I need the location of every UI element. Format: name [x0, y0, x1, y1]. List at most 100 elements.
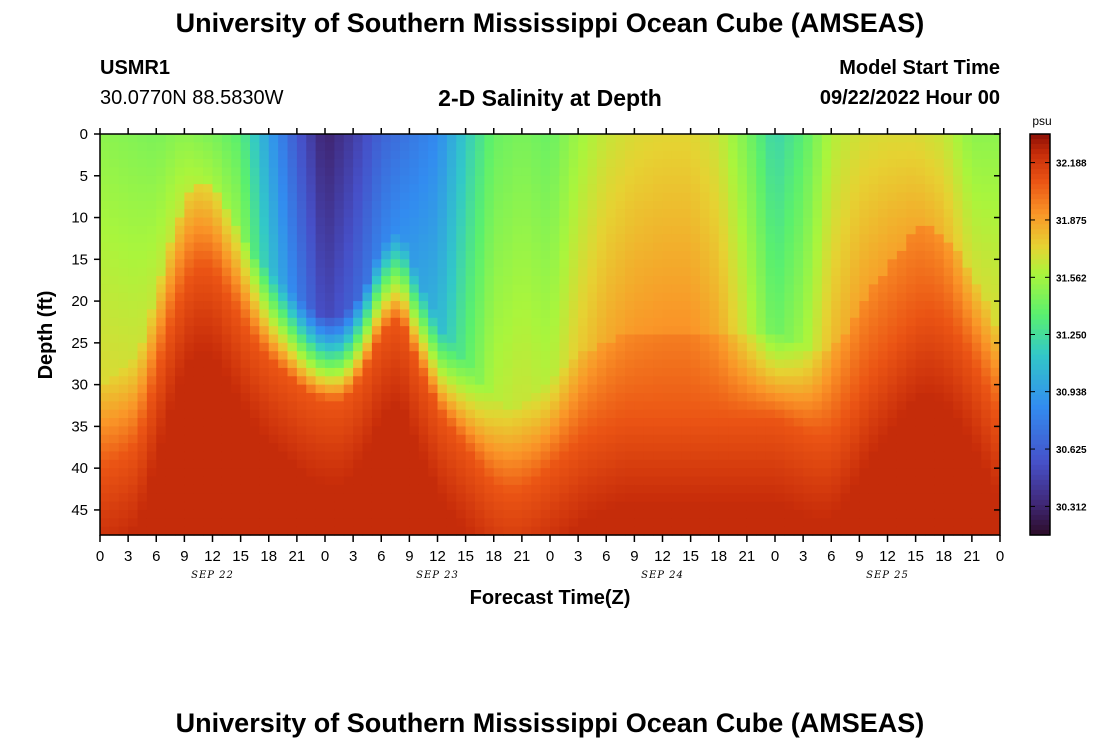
- heatmap-cell: [268, 518, 279, 528]
- heatmap-cell: [446, 493, 457, 503]
- heatmap-cell: [315, 501, 326, 511]
- heatmap-cell: [109, 367, 120, 377]
- heatmap-cell: [334, 276, 345, 285]
- heatmap-cell: [840, 175, 851, 185]
- heatmap-cell: [643, 351, 654, 361]
- heatmap-cell: [793, 434, 804, 444]
- heatmap-cell: [278, 418, 289, 427]
- heatmap-cell: [203, 501, 214, 511]
- heatmap-cell: [887, 484, 898, 494]
- heatmap-cell: [334, 242, 345, 252]
- heatmap-cell: [587, 142, 598, 152]
- heatmap-cell: [221, 392, 232, 402]
- heatmap-cell: [606, 418, 617, 427]
- heatmap-cell: [962, 342, 973, 352]
- heatmap-cell: [221, 351, 232, 361]
- heatmap-cell: [981, 484, 992, 494]
- heatmap-cell: [878, 175, 889, 185]
- heatmap-cell: [887, 493, 898, 503]
- heatmap-cell: [971, 443, 982, 453]
- heatmap-cell: [371, 175, 382, 185]
- heatmap-cell: [625, 142, 635, 152]
- heatmap-cell: [428, 392, 439, 402]
- heatmap-cell: [906, 200, 917, 210]
- heatmap-cell: [765, 167, 776, 177]
- heatmap-cell: [287, 134, 298, 143]
- heatmap-cell: [634, 150, 645, 160]
- heatmap-cell: [925, 259, 935, 269]
- heatmap-cell: [700, 426, 710, 436]
- heatmap-cell: [390, 225, 401, 235]
- heatmap-cell: [803, 234, 814, 244]
- heatmap-cell: [137, 451, 148, 461]
- heatmap-cell: [371, 242, 382, 252]
- heatmap-cell: [606, 509, 617, 519]
- heatmap-cell: [615, 309, 626, 319]
- heatmap-cell: [212, 351, 223, 361]
- heatmap-cell: [315, 184, 326, 194]
- heatmap-cell: [746, 484, 757, 494]
- colorbar-segment: [1030, 399, 1050, 406]
- heatmap-cell: [578, 509, 589, 519]
- colorbar-segment: [1030, 284, 1050, 290]
- heatmap-cell: [653, 134, 664, 143]
- heatmap-cell: [906, 459, 917, 469]
- heatmap-cell: [353, 518, 364, 528]
- heatmap-cell: [493, 326, 504, 336]
- heatmap-cell: [353, 351, 364, 361]
- heatmap-cell: [521, 367, 532, 377]
- heatmap-cell: [437, 292, 448, 302]
- heatmap-cell: [821, 443, 832, 453]
- heatmap-cell: [746, 334, 757, 344]
- heatmap-cell: [943, 409, 954, 419]
- heatmap-cell: [362, 250, 373, 260]
- heatmap-cell: [400, 175, 410, 185]
- heatmap-cell: [231, 225, 242, 235]
- heatmap-cell: [521, 142, 532, 152]
- heatmap-cell: [653, 309, 664, 319]
- heatmap-cell: [390, 134, 401, 143]
- heatmap-cell: [634, 484, 645, 494]
- heatmap-cell: [212, 493, 223, 503]
- heatmap-cell: [915, 451, 926, 461]
- heatmap-cell: [971, 359, 982, 369]
- heatmap-cell: [231, 209, 242, 219]
- heatmap-cell: [868, 267, 879, 277]
- heatmap-cell: [334, 250, 345, 260]
- heatmap-cell: [109, 167, 120, 177]
- heatmap-cell: [568, 342, 579, 352]
- heatmap-cell: [362, 276, 373, 285]
- heatmap-cell: [690, 392, 701, 402]
- heatmap-cell: [240, 443, 251, 453]
- heatmap-cell: [887, 434, 898, 444]
- heatmap-cell: [203, 426, 214, 436]
- heatmap-cell: [353, 509, 364, 519]
- heatmap-cell: [568, 376, 579, 386]
- heatmap-cell: [278, 234, 289, 244]
- heatmap-cell: [737, 184, 748, 194]
- heatmap-cell: [287, 409, 298, 419]
- heatmap-cell: [240, 301, 251, 311]
- heatmap-cell: [840, 401, 851, 411]
- heatmap-cell: [971, 451, 982, 461]
- heatmap-cell: [128, 192, 139, 202]
- y-tick-label: 10: [71, 210, 88, 227]
- heatmap-cell: [953, 259, 964, 269]
- heatmap-cell: [559, 443, 570, 453]
- heatmap-cell: [587, 134, 598, 143]
- heatmap-cell: [259, 259, 270, 269]
- heatmap-cell: [971, 276, 982, 285]
- heatmap-cell: [371, 367, 382, 377]
- heatmap-cell: [446, 384, 457, 394]
- heatmap-cell: [390, 501, 401, 511]
- heatmap-cell: [184, 401, 195, 411]
- heatmap-cell: [615, 276, 626, 285]
- heatmap-cell: [165, 484, 176, 494]
- heatmap-cell: [118, 234, 129, 244]
- heatmap-cell: [793, 142, 804, 152]
- heatmap-cell: [756, 284, 767, 294]
- heatmap-cell: [428, 468, 439, 478]
- heatmap-cell: [278, 384, 289, 394]
- heatmap-cell: [521, 326, 532, 336]
- heatmap-cell: [653, 484, 664, 494]
